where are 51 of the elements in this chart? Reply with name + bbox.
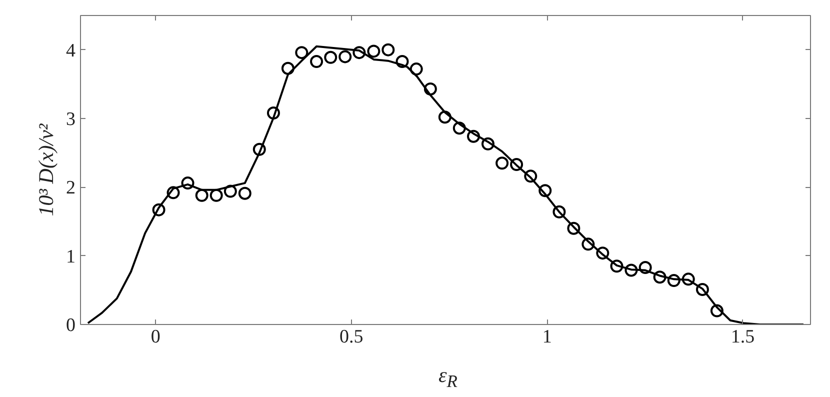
point [524, 170, 538, 183]
x-tick-label: 1 [542, 326, 552, 348]
point [324, 50, 338, 64]
point [624, 264, 638, 277]
point [667, 274, 680, 288]
point [496, 156, 509, 170]
y-axis-title: 10³ D(x)/v² [34, 123, 58, 216]
x-axis-title: ε$_{R}$ [438, 363, 458, 392]
point [596, 246, 610, 260]
point [281, 62, 294, 75]
point [510, 158, 524, 171]
point [438, 110, 452, 124]
point [710, 304, 724, 318]
point [382, 43, 395, 56]
point [210, 188, 223, 202]
point [352, 46, 366, 60]
point [653, 270, 666, 284]
point [338, 50, 352, 64]
point [610, 260, 624, 273]
x-tick-label: 0 [150, 326, 160, 348]
point [582, 238, 595, 251]
point [195, 188, 208, 202]
point [181, 176, 194, 190]
point [696, 282, 709, 296]
point [567, 222, 580, 235]
y-tick-label: 1 [66, 246, 76, 268]
x-tick-label: 0.5 [339, 326, 364, 348]
point [638, 261, 652, 274]
y-tick-label: 3 [66, 109, 76, 130]
x-tick-label: 1.5 [730, 326, 755, 348]
point [310, 55, 324, 68]
line-series [86, 45, 804, 324]
point [266, 106, 280, 120]
point [166, 186, 180, 200]
point [224, 184, 237, 198]
point [295, 46, 308, 60]
point [682, 272, 695, 286]
point [538, 184, 552, 198]
y-tick-label: 2 [66, 178, 76, 199]
point [238, 186, 252, 200]
point [410, 62, 423, 76]
point [252, 142, 266, 156]
point [367, 44, 380, 58]
y-tick-label: 4 [66, 40, 76, 62]
point [552, 205, 566, 218]
point [481, 137, 494, 150]
point [424, 82, 437, 96]
point [396, 55, 409, 68]
point [466, 130, 480, 143]
point [452, 122, 466, 135]
point [152, 203, 166, 216]
